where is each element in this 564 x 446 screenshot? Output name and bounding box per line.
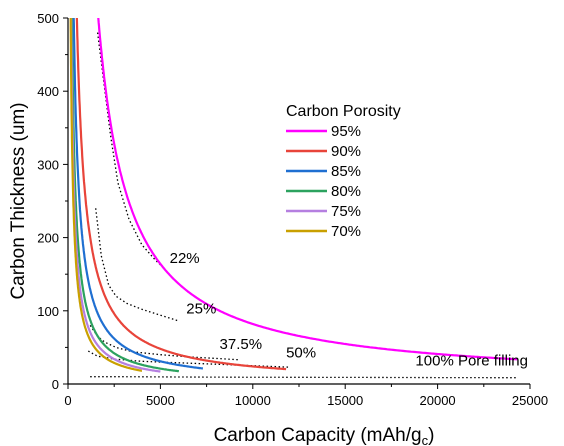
pore-filling-curve: [89, 325, 240, 361]
series-line-70pct: [69, 18, 142, 372]
legend-label: 70%: [331, 223, 361, 240]
y-tick-label: 500: [37, 11, 59, 26]
x-tick-label: 5000: [146, 393, 175, 408]
legend-label: 85%: [331, 163, 361, 180]
x-axis-title: Carbon Capacity (mAh/gc): [214, 425, 435, 446]
pore-filling-curve: [90, 376, 518, 379]
legend-label: 75%: [331, 203, 361, 220]
pore-filling-curve: [95, 208, 180, 322]
annotation-label: 50%: [286, 345, 316, 362]
series-line-75pct: [70, 18, 161, 373]
legend-title: Carbon Porosity: [286, 103, 401, 120]
x-tick-label: 25000: [512, 393, 548, 408]
annotation-label: 100% Pore filling: [415, 353, 528, 370]
x-tick-label: 20000: [420, 393, 456, 408]
y-axis-title: Carbon Thickness (um): [8, 102, 29, 299]
y-tick-label: 300: [37, 157, 59, 172]
x-tick-label: 0: [64, 393, 71, 408]
series-line-80pct: [70, 18, 180, 373]
series-line-95pct: [97, 18, 518, 361]
x-tick-label: 10000: [235, 393, 271, 408]
legend-label: 80%: [331, 183, 361, 200]
pore-filling-curve: [96, 32, 165, 269]
legend: Carbon Porosity 95% 90% 85% 80% 75% 70%: [286, 103, 401, 240]
y-tick-label: 0: [52, 377, 59, 392]
annotation-label: 25%: [186, 301, 216, 318]
y-tick-label: 100: [37, 304, 59, 319]
series-line-85pct: [72, 18, 204, 370]
annotation-label: 37.5%: [220, 336, 263, 353]
annotation-label: 22%: [170, 250, 200, 267]
y-tick-label: 400: [37, 84, 59, 99]
y-tick-label: 200: [37, 231, 59, 246]
legend-label: 95%: [331, 123, 361, 140]
x-tick-label: 15000: [327, 393, 363, 408]
series-line-90pct: [75, 18, 287, 371]
axes: 0 5000 10000 15000 20000 25000 0 100 200 300 400 50…: [8, 11, 548, 446]
legend-label: 90%: [331, 143, 361, 160]
plot-area: [69, 18, 518, 379]
